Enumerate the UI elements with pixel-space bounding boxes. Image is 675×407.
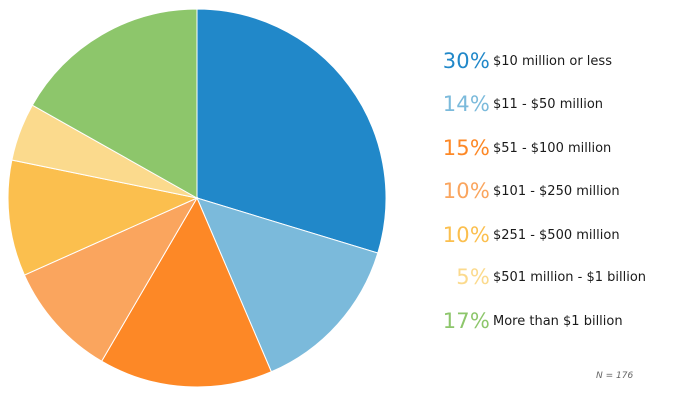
pie-plot-area [7,8,387,388]
legend-label: $11 - $50 million [493,96,604,112]
legend-label: $51 - $100 million [493,140,612,156]
pie-slice [196,197,379,373]
legend-item: 5% $501 million - $1 billion [428,263,646,291]
legend-percent: 14% [442,92,490,116]
sample-size-note: N = 176 [596,371,634,381]
legend-percent: 5% [456,265,490,289]
legend-percent: 30% [442,49,490,73]
legend-label: More than $1 billion [493,313,623,329]
legend-item: 17% More than $1 billion [428,307,623,335]
legend-label: $501 million - $1 billion [493,269,647,285]
legend-percent: 10% [442,179,490,203]
pie-slice [196,8,387,254]
pie-slice [23,196,199,362]
legend-percent: 17% [442,309,490,333]
legend-item: 10% $101 - $250 million [428,177,620,205]
legend-item: 14% $11 - $50 million [428,90,603,118]
legend-percent: 15% [442,136,490,160]
legend-label: $101 - $250 million [493,183,620,199]
legend: 30% $10 million or less 14% $11 - $50 mi… [428,0,675,407]
pie-slice [100,196,273,388]
legend-label: $251 - $500 million [493,227,620,243]
legend-percent: 10% [442,223,490,247]
legend-item: 30% $10 million or less [428,47,612,75]
legend-item: 10% $251 - $500 million [428,221,620,249]
legend-item: 15% $51 - $100 million [428,134,612,162]
legend-label: $10 million or less [493,53,612,69]
pie-slice [31,8,198,199]
